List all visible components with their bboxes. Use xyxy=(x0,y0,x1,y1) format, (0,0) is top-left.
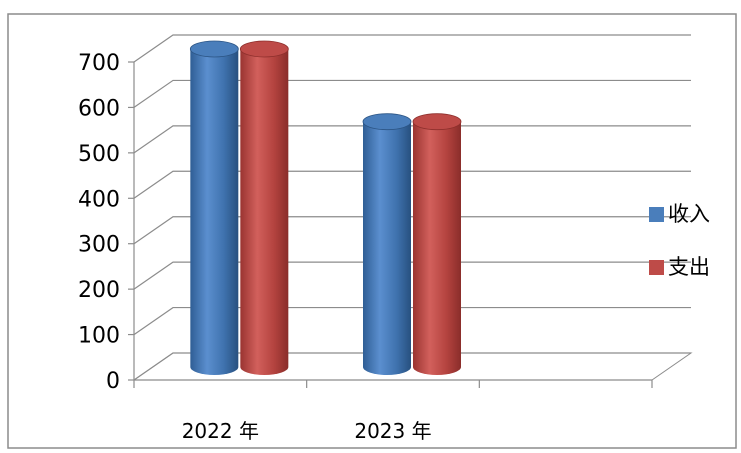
gridline xyxy=(133,261,691,290)
axis-lines xyxy=(128,61,653,388)
gridlines xyxy=(133,34,691,381)
y-tick-label: 700 xyxy=(78,51,120,76)
bar-body xyxy=(240,49,289,375)
y-tick-label: 500 xyxy=(78,142,120,167)
bar-income-0 xyxy=(189,40,239,375)
y-tick-label: 200 xyxy=(78,278,120,303)
y-tick-label: 100 xyxy=(78,324,120,349)
bar-body xyxy=(413,121,461,375)
gridline xyxy=(133,34,691,63)
bar-top-cap xyxy=(239,40,289,58)
bar-top-cap xyxy=(362,113,412,131)
gridline xyxy=(133,306,691,336)
x-tick-labels: 2022 年 2023 年 xyxy=(182,419,432,443)
legend-swatch xyxy=(649,207,664,222)
gridline xyxy=(133,79,691,108)
bar-expense-0 xyxy=(239,40,289,375)
legend-label: 收入 xyxy=(668,202,710,226)
gridline xyxy=(133,170,691,199)
y-tick-label: 0 xyxy=(106,369,120,394)
legend-item: 收入 xyxy=(649,202,710,226)
bar-expense-1 xyxy=(412,113,462,375)
y-tick-label: 300 xyxy=(78,233,120,258)
x-tick-label: 2022 年 xyxy=(182,419,259,443)
y-tick-label: 600 xyxy=(78,96,120,121)
y-tick-labels: 0 100 200 300 400 500 600 700 xyxy=(78,51,120,394)
gridline xyxy=(133,352,691,381)
bar-income-1 xyxy=(362,113,412,375)
legend-swatch xyxy=(649,260,664,275)
gridline xyxy=(133,125,691,154)
y-tick-label: 400 xyxy=(78,187,120,212)
x-tick-label: 2023 年 xyxy=(354,419,431,443)
gridline xyxy=(133,216,691,245)
bar-top-cap xyxy=(189,40,239,58)
bar-body xyxy=(363,121,411,375)
bars xyxy=(189,40,462,375)
legend-item: 支出 xyxy=(649,255,710,279)
bar-top-cap xyxy=(412,113,462,131)
legend-label: 支出 xyxy=(668,255,710,279)
bar-body xyxy=(190,49,239,375)
